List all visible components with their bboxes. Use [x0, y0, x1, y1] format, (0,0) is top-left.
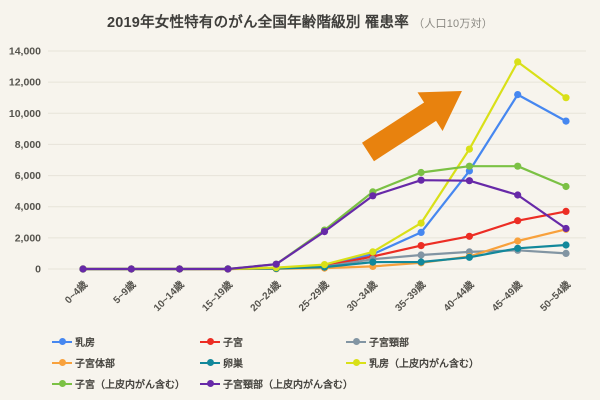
legend-marker-icon [52, 338, 72, 346]
data-point-uterus-35~39歳 [417, 242, 425, 250]
data-point-ovary-35~39歳 [417, 258, 425, 266]
x-tick-label: 30~34歳 [344, 278, 380, 314]
chart-title-unit: （人口10万対） [413, 18, 493, 30]
chart-legend: 乳房 子宮 子宮頸部子宮体部 卵巣 乳房（上皮内がん含む） 子宮（上皮内がん含む） 子宮頸部… [52, 331, 576, 394]
data-point-cervix-incl-in-situ-10~14歳 [176, 265, 184, 273]
data-point-ovary-30~34歳 [369, 258, 377, 266]
y-axis-labels: 0 2,000 4,000 6,000 8,000 10,000 12,000 14,000 [9, 46, 41, 276]
data-point-breast-incl-in-situ-35~39歳 [417, 219, 425, 227]
legend-item-breast: 乳房 [52, 334, 200, 349]
data-point-breast-50~54歳 [562, 117, 570, 125]
legend-label: 子宮（上皮内がん含む） [75, 380, 185, 391]
legend-label: 卵巣 [223, 359, 243, 370]
x-tick-label: 35~39歳 [392, 278, 428, 314]
gridlines [48, 50, 586, 270]
data-point-breast-35~39歳 [417, 228, 425, 236]
legend-item-breast-incl-in-situ: 乳房（上皮内がん含む） [346, 355, 576, 370]
data-point-cervix-incl-in-situ-45~49歳 [514, 191, 522, 199]
y-tick-label: 14,000 [9, 46, 41, 58]
legend-label: 子宮 [223, 338, 243, 349]
data-point-uterine-body-45~49歳 [514, 237, 522, 245]
y-tick-label: 8,000 [15, 139, 41, 151]
x-tick-label: 5~9歳 [110, 278, 138, 306]
x-tick-label: 0~4歳 [62, 278, 90, 306]
y-tick-label: 4,000 [15, 201, 41, 213]
legend-marker-icon [200, 338, 220, 346]
data-point-breast-incl-in-situ-30~34歳 [369, 248, 377, 256]
data-point-cervix-incl-in-situ-20~24歳 [272, 260, 280, 268]
trend-arrow-annotation [362, 91, 462, 162]
x-tick-label: 25~29歳 [295, 278, 331, 314]
x-tick-label: 50~54歳 [537, 278, 573, 314]
data-point-uterus-incl-in-situ-40~44歳 [465, 162, 473, 170]
data-point-breast-incl-in-situ-25~29歳 [320, 261, 329, 269]
data-point-breast-incl-in-situ-40~44歳 [465, 145, 473, 153]
data-point-uterus-45~49歳 [514, 217, 522, 225]
legend-marker-icon [346, 359, 366, 367]
data-point-ovary-50~54歳 [562, 241, 570, 249]
y-tick-label: 10,000 [9, 108, 41, 120]
data-point-cervix-incl-in-situ-25~29歳 [320, 228, 329, 236]
legend-item-uterine-body: 子宮体部 [52, 355, 200, 370]
y-tick-label: 2,000 [15, 232, 41, 244]
data-point-ovary-40~44歳 [465, 253, 473, 261]
series-line-uterus [83, 210, 567, 271]
legend-marker-icon [200, 380, 220, 388]
chart-title: 2019年女性特有のがん全国年齢階級別 罹患率 （人口10万対） [0, 11, 600, 32]
legend-item-cervix-incl-in-situ: 子宮頸部（上皮内がん含む） [200, 376, 353, 391]
data-point-cervix-50~54歳 [562, 249, 570, 257]
legend-label: 子宮頸部 [369, 338, 409, 349]
data-point-breast-incl-in-situ-45~49歳 [514, 58, 522, 66]
data-point-uterus-incl-in-situ-45~49歳 [514, 162, 522, 170]
legend-marker-icon [346, 338, 366, 346]
legend-item-uterus: 子宮 [200, 334, 346, 349]
data-point-cervix-incl-in-situ-5~9歳 [127, 265, 135, 273]
data-point-uterus-incl-in-situ-50~54歳 [562, 182, 570, 191]
legend-label: 子宮頸部（上皮内がん含む） [223, 380, 353, 391]
legend-item-uterus-incl-in-situ: 子宮（上皮内がん含む） [52, 376, 200, 391]
data-point-uterus-incl-in-situ-35~39歳 [417, 168, 425, 177]
x-tick-label: 45~49歳 [489, 278, 525, 314]
chart-title-main: 2019年女性特有のがん全国年齢階級別 罹患率 [107, 15, 409, 31]
series-cervix-incl-in-situ [79, 176, 570, 273]
data-point-cervix-incl-in-situ-30~34歳 [369, 192, 377, 200]
legend-label: 乳房（上皮内がん含む） [369, 359, 479, 370]
data-point-cervix-incl-in-situ-0~4歳 [79, 265, 87, 273]
x-tick-label: 10~14歳 [151, 278, 187, 314]
y-tick-label: 6,000 [15, 170, 41, 182]
data-point-breast-45~49歳 [514, 91, 522, 99]
legend-marker-icon [200, 359, 220, 367]
y-tick-label: 0 [35, 264, 41, 276]
y-tick-label: 12,000 [9, 77, 41, 89]
x-tick-label: 20~24歳 [247, 278, 283, 314]
legend-item-cervix: 子宮頸部 [346, 334, 576, 349]
series-line-breast [83, 93, 567, 271]
data-point-ovary-45~49歳 [514, 244, 522, 252]
x-axis-labels: 0~4歳 5~9歳 10~14歳 15~19歳 20~24歳 25~29歳 30~34歳 35… [62, 278, 573, 314]
chart-plot-area: 02,0004,0006,0008,00010,00012,00014,0000… [9, 46, 586, 314]
data-point-cervix-35~39歳 [417, 251, 425, 259]
legend-marker-icon [52, 359, 72, 367]
data-point-cervix-incl-in-situ-15~19歳 [224, 265, 232, 273]
data-point-uterus-40~44歳 [465, 232, 473, 240]
series-breast [79, 91, 570, 273]
data-point-uterus-50~54歳 [562, 207, 570, 215]
data-point-cervix-incl-in-situ-40~44歳 [465, 177, 473, 185]
legend-label: 乳房 [75, 338, 95, 349]
series-line-cervix-incl-in-situ [83, 179, 567, 271]
legend-label: 子宮体部 [75, 359, 115, 370]
data-point-cervix-incl-in-situ-50~54歳 [562, 224, 570, 233]
legend-item-ovary: 卵巣 [200, 355, 346, 370]
data-point-breast-incl-in-situ-50~54歳 [562, 94, 570, 102]
data-point-cervix-incl-in-situ-35~39歳 [417, 176, 425, 184]
x-tick-label: 40~44歳 [440, 278, 476, 314]
x-tick-label: 15~19歳 [199, 278, 235, 314]
series-uterus-incl-in-situ [79, 162, 570, 273]
legend-marker-icon [52, 380, 72, 388]
